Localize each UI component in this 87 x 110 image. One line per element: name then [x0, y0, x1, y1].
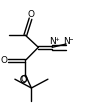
Text: N: N — [49, 37, 56, 46]
Text: O: O — [1, 56, 8, 65]
Text: −: − — [69, 37, 73, 42]
Text: O: O — [27, 10, 34, 19]
Text: N: N — [63, 37, 70, 46]
Text: O: O — [20, 75, 27, 84]
Text: +: + — [55, 37, 59, 42]
